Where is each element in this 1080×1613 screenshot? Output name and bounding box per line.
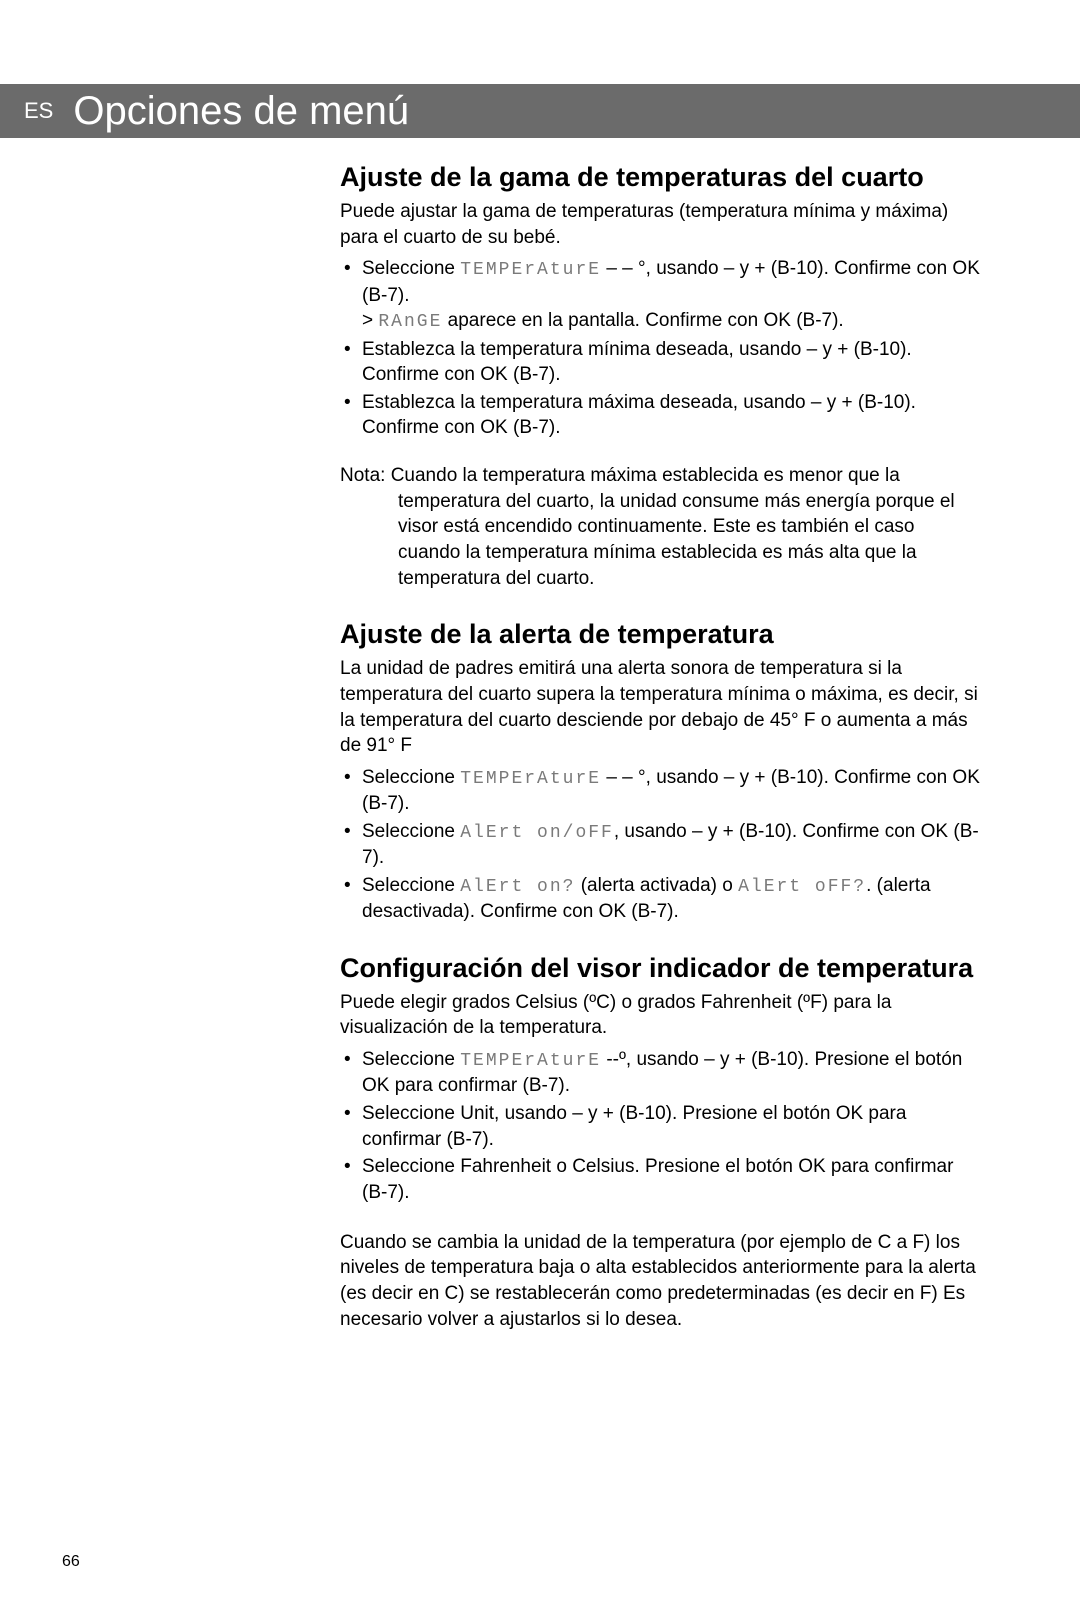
display-text: TEMPErAturE — [460, 769, 601, 789]
bullet-text: Seleccione — [362, 258, 460, 279]
bullet-text: Seleccione Fahrenheit o Celsius. Presion… — [362, 1156, 953, 1203]
section-heading: Ajuste de la alerta de temperatura — [340, 619, 980, 650]
list-item: Establezca la temperatura máxima deseada… — [340, 390, 980, 441]
display-text: TEMPErAturE — [460, 1051, 601, 1071]
section-intro: Puede elegir grados Celsius (ºC) o grado… — [340, 990, 980, 1041]
display-text: RAnGE — [378, 312, 442, 332]
list-item: Seleccione AlErt on/oFF, usando – y + (B… — [340, 819, 980, 871]
list-item: Establezca la temperatura mínima deseada… — [340, 337, 980, 388]
bullet-text: Seleccione — [362, 875, 460, 896]
display-text: AlErt on/oFF — [460, 823, 614, 843]
closing-paragraph: Cuando se cambia la unidad de la tempera… — [340, 1230, 980, 1333]
list-item: Seleccione Unit, usando – y + (B-10). Pr… — [340, 1101, 980, 1152]
bullet-text: > — [362, 310, 378, 331]
bullet-text: (alerta activada) o — [575, 875, 738, 896]
display-text: AlErt oFF? — [738, 877, 866, 897]
page-number: 66 — [62, 1553, 80, 1571]
section-temperature-range: Ajuste de la gama de temperaturas del cu… — [340, 162, 980, 591]
bullet-text: Seleccione — [362, 1049, 460, 1070]
content-area: Ajuste de la gama de temperaturas del cu… — [0, 138, 1080, 1332]
display-text: AlErt on? — [460, 877, 575, 897]
list-item: Seleccione TEMPErAturE --º, usando – y +… — [340, 1047, 980, 1099]
note-block: Nota: Cuando la temperatura máxima estab… — [340, 463, 980, 591]
document-page: ES Opciones de menú Ajuste de la gama de… — [0, 84, 1080, 1613]
sub-line: > RAnGE aparece en la pantalla. Confirme… — [362, 308, 980, 334]
bullet-text: aparece en la pantalla. Confirme con OK … — [442, 310, 843, 331]
bullet-list: Seleccione TEMPErAturE --º, usando – y +… — [340, 1047, 980, 1206]
section-heading: Configuración del visor indicador de tem… — [340, 953, 980, 984]
note-label: Nota: — [340, 465, 391, 486]
section-intro: La unidad de padres emitirá una alerta s… — [340, 656, 980, 759]
note-body: Cuando la temperatura máxima establecida… — [391, 465, 955, 589]
section-heading: Ajuste de la gama de temperaturas del cu… — [340, 162, 980, 193]
section-display-config: Configuración del visor indicador de tem… — [340, 953, 980, 1332]
header-bar: ES Opciones de menú — [0, 84, 1080, 138]
page-title: Opciones de menú — [65, 89, 409, 134]
language-code: ES — [0, 98, 65, 124]
bullet-text: Seleccione — [362, 767, 460, 788]
section-intro: Puede ajustar la gama de temperaturas (t… — [340, 199, 980, 250]
bullet-text: Establezca la temperatura máxima deseada… — [362, 392, 916, 439]
display-text: TEMPErAturE — [460, 260, 601, 280]
list-item: Seleccione Fahrenheit o Celsius. Presion… — [340, 1154, 980, 1205]
section-temperature-alert: Ajuste de la alerta de temperatura La un… — [340, 619, 980, 924]
bullet-text: Seleccione Unit, usando – y + (B-10). Pr… — [362, 1103, 906, 1150]
bullet-list: Seleccione TEMPErAturE – – °, usando – y… — [340, 256, 980, 441]
bullet-text: Establezca la temperatura mínima deseada… — [362, 339, 912, 386]
list-item: Seleccione TEMPErAturE – – °, usando – y… — [340, 765, 980, 817]
list-item: Seleccione TEMPErAturE – – °, usando – y… — [340, 256, 980, 334]
bullet-text: Seleccione — [362, 821, 460, 842]
bullet-list: Seleccione TEMPErAturE – – °, usando – y… — [340, 765, 980, 925]
list-item: Seleccione AlErt on? (alerta activada) o… — [340, 873, 980, 925]
